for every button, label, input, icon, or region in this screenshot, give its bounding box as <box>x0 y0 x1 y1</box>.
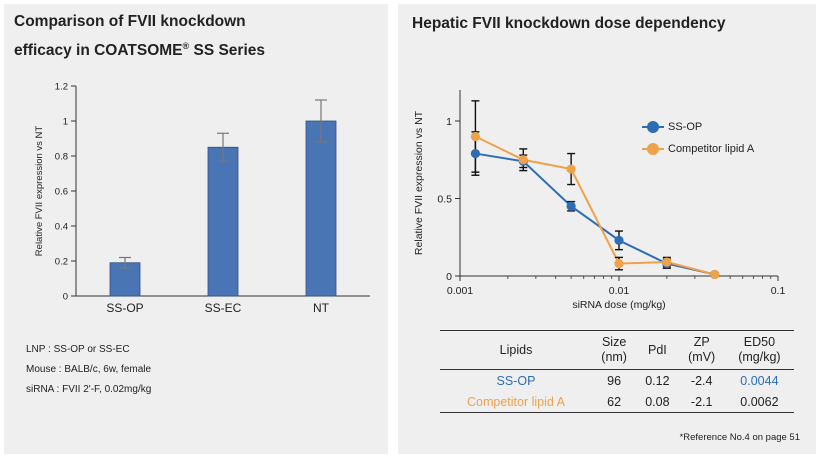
header-ed50: ED50 (mg/kg) <box>724 330 794 370</box>
legend-item-competitor: Competitor lipid A <box>642 138 754 160</box>
table-row-competitor: Competitor lipid A 62 0.08 -2.1 0.0062 <box>440 391 794 413</box>
cell-ed50-competitor: 0.0062 <box>724 391 794 413</box>
experiment-notes: LNP : SS-OP or SS-EC Mouse : BALB/c, 6w,… <box>26 340 151 400</box>
data-point-ss-op <box>614 235 624 245</box>
bar-chart-title-line2-end: SS Series <box>189 42 265 60</box>
series-line-competitor <box>474 135 715 276</box>
legend-swatch-competitor <box>642 143 664 155</box>
header-pdi: PdI <box>636 330 679 370</box>
x-tick-label: 0.01 <box>609 285 630 297</box>
header-lipids: Lipids <box>440 330 592 370</box>
y-tick-label: 0.8 <box>55 152 68 163</box>
x-tick-label: SS-OP <box>106 301 143 315</box>
note-mouse: Mouse : BALB/c, 6w, female <box>26 364 152 375</box>
note-lnp: LNP : SS-OP or SS-EC <box>26 344 130 355</box>
data-point-ss-op <box>566 201 576 211</box>
table-row-ss-op: SS-OP 96 0.12 -2.4 0.0044 <box>440 370 794 392</box>
x-axis-label: siRNA dose (mg/kg) <box>572 299 665 311</box>
dose-chart-title: Hepatic FVII knockdown dose dependency <box>412 15 726 32</box>
cell-pdi-ss-op: 0.12 <box>645 373 670 388</box>
note-sirna: siRNA : FVII 2'-F, 0.02mg/kg <box>26 384 152 395</box>
bar-chart-panel: Comparison of FVII knockdown efficacy in… <box>4 4 388 454</box>
bar-chart-title-line2: efficacy in COATSOME <box>14 42 183 60</box>
bar-ss-ec <box>207 146 239 297</box>
data-point-competitor <box>470 131 481 142</box>
lipid-properties-table: Lipids Size (nm) PdI ZP (mV) ED50 (mg/kg) S… <box>440 330 794 413</box>
series-line-ss-op <box>475 152 715 276</box>
y-tick-label: 0.6 <box>55 187 68 198</box>
y-tick-label: 0.2 <box>55 257 68 268</box>
cell-zp-competitor: -2.1 <box>678 391 725 413</box>
data-point-competitor <box>710 269 720 280</box>
cell-ed50-ss-op: 0.0044 <box>740 373 779 388</box>
x-tick-label: 0.001 <box>447 285 473 297</box>
header-size: Size (nm) <box>592 330 637 370</box>
legend-label-competitor: Competitor lipid A <box>668 143 755 155</box>
cell-pdi-competitor: 0.08 <box>636 391 679 413</box>
data-point-competitor <box>662 257 672 267</box>
cell-lipid-ss-op: SS-OP <box>496 373 536 388</box>
legend-item-ss-op: SS-OP <box>642 116 754 138</box>
y-axis-label: Relative FVII expression vs NT <box>34 126 45 257</box>
y-tick-label: 1 <box>446 116 452 128</box>
data-point-competitor <box>566 164 576 174</box>
registered-mark: ® <box>182 41 190 51</box>
cell-lipid-competitor: Competitor lipid A <box>440 391 592 413</box>
bar-nt <box>305 120 337 297</box>
bar-chart-title: Comparison of FVII knockdown efficacy in… <box>14 10 374 63</box>
x-tick-label: SS-EC <box>205 301 242 315</box>
data-point-competitor <box>518 155 528 165</box>
legend-swatch-ss-op <box>642 121 664 133</box>
bar-chart: 0 0.2 0.4 0.6 0.8 1 1.2 Relative FVII expressio… <box>34 82 370 315</box>
cell-size-competitor: 62 <box>592 391 637 413</box>
cell-size-ss-op: 96 <box>607 373 622 388</box>
legend-label-ss-op: SS-OP <box>668 121 703 133</box>
dose-response-chart: 0 0.5 1 0.001 0.01 0.1 siRNA dose (mg/kg) Relat… <box>413 90 786 311</box>
table-header-row: Lipids Size (nm) PdI ZP (mV) ED50 (mg/kg) <box>440 330 794 370</box>
y-tick-label: 0.4 <box>55 222 68 233</box>
cell-zp-ss-op: -2.4 <box>690 373 713 388</box>
chart-legend: SS-OP Competitor lipid A <box>642 116 754 160</box>
data-point-competitor <box>614 259 624 269</box>
x-tick-label: 0.1 <box>771 285 786 297</box>
x-tick-label: NT <box>313 301 330 315</box>
data-point-ss-op <box>470 148 481 159</box>
y-axis-label: Relative FVII expression vs NT <box>413 110 425 255</box>
y-tick-label: 1.2 <box>55 82 68 93</box>
y-tick-label: 0 <box>63 292 68 303</box>
y-tick-label: 0 <box>446 271 452 283</box>
y-tick-label: 1 <box>63 117 68 128</box>
reference-note: *Reference No.4 on page 51 <box>679 432 800 443</box>
header-zp: ZP (mV) <box>678 330 725 370</box>
dose-chart-panel: Hepatic FVII knockdown dose dependency 0… <box>398 4 816 454</box>
y-tick-label: 0.5 <box>437 194 452 206</box>
bar-chart-title-line1: Comparison of FVII knockdown <box>14 13 246 30</box>
